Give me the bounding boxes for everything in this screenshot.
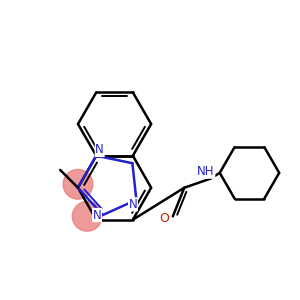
Text: N: N bbox=[129, 198, 137, 211]
Text: O: O bbox=[159, 212, 169, 225]
Text: N: N bbox=[95, 143, 104, 157]
Circle shape bbox=[63, 169, 93, 199]
Text: NH: NH bbox=[197, 165, 215, 178]
Circle shape bbox=[72, 201, 102, 231]
Text: N: N bbox=[93, 208, 101, 221]
